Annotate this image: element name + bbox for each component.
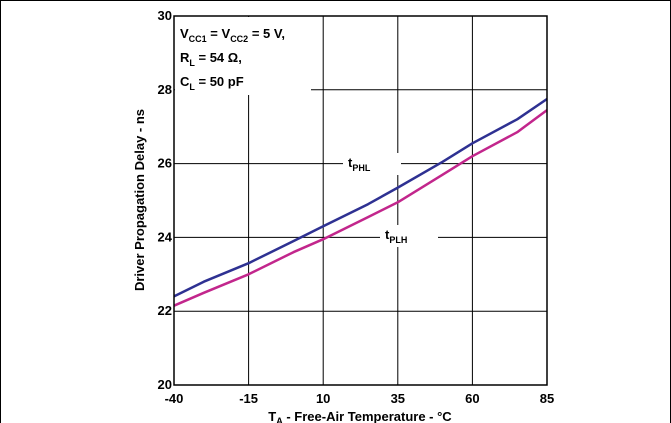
y-tick-label: 26 [158, 156, 172, 171]
conditions-text: VCC1 = VCC2 = 5 V, RL = 54 Ω, CL = 50 pF [180, 26, 285, 92]
x-axis-title: TA - Free-Air Temperature - °C [268, 409, 452, 423]
x-tick-label: -40 [165, 391, 184, 406]
condition-line: RL = 54 Ω, [180, 50, 242, 68]
tick-labels: -40 -15 10 35 60 85 20 22 24 26 28 30 [158, 8, 555, 406]
series-line-tPLH [173, 109, 548, 307]
x-tick-label: 85 [540, 391, 554, 406]
x-tick-label: 60 [465, 391, 479, 406]
y-tick-label: 22 [158, 303, 172, 318]
y-tick-label: 20 [158, 377, 172, 392]
series-labels: tPHL tPLH [343, 153, 438, 247]
x-tick-label: 10 [316, 391, 330, 406]
conditions-box [175, 17, 311, 95]
x-tick-label: 35 [391, 391, 405, 406]
series-lines [173, 97, 548, 307]
series-label-tPHL: tPHL [348, 155, 371, 173]
y-axis-title: Driver Propagation Delay - ns [132, 109, 147, 291]
series-label-bg [343, 153, 401, 175]
condition-line: VCC1 = VCC2 = 5 V, [180, 26, 285, 44]
x-tick-label: -15 [239, 391, 258, 406]
y-tick-label: 24 [158, 229, 173, 244]
series-label-tPLH: tPLH [385, 227, 407, 245]
series-line-tPHL [173, 97, 548, 298]
series-label-bg [380, 225, 438, 247]
condition-line: CL = 50 pF [180, 74, 244, 92]
y-tick-label: 28 [158, 82, 172, 97]
y-tick-label: 30 [158, 8, 172, 23]
plot-area [173, 15, 548, 386]
